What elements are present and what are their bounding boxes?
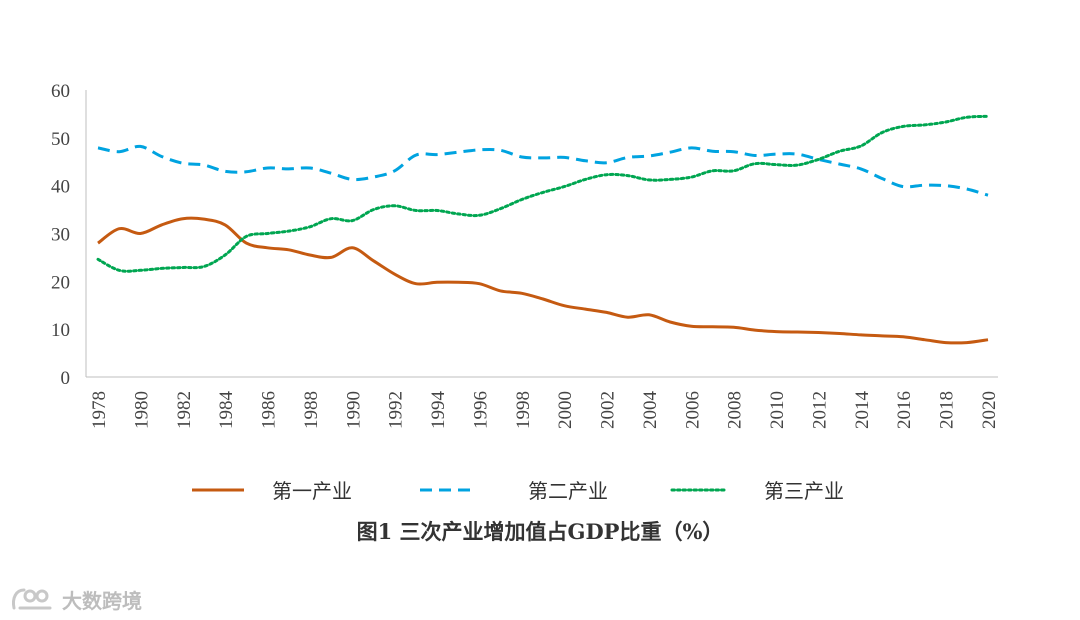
- x-tick-label: 1988: [301, 391, 322, 429]
- x-tick-label: 2008: [725, 391, 746, 429]
- legend: 第一产业 第二产业 第三产业: [192, 479, 844, 503]
- y-axis-ticks: 0 10 20 30 40 50 60: [51, 81, 70, 389]
- x-tick-label: 2006: [682, 391, 703, 429]
- y-tick-label: 60: [51, 81, 70, 102]
- x-tick-label: 1980: [131, 391, 152, 429]
- x-tick-label: 2004: [640, 391, 661, 430]
- x-tick-label: 1990: [343, 391, 364, 429]
- legend-label: 第二产业: [528, 479, 608, 503]
- series-line-3: [96, 114, 990, 273]
- series-line-2: [97, 144, 989, 197]
- legend-item-1: 第一产业: [192, 479, 352, 503]
- x-tick-label: 1996: [470, 391, 491, 429]
- watermark-logo-icon: [12, 588, 52, 610]
- x-tick-label: 2000: [555, 391, 576, 429]
- x-tick-label: 2020: [979, 391, 1000, 429]
- series-lines: [96, 114, 990, 345]
- y-tick-label: 0: [61, 368, 71, 389]
- x-tick-label: 1982: [174, 391, 195, 429]
- y-tick-label: 20: [51, 272, 70, 293]
- x-tick-label: 1986: [259, 391, 280, 429]
- x-tick-label: 1994: [428, 391, 449, 430]
- x-tick-label: 2012: [809, 391, 830, 429]
- y-tick-label: 30: [51, 225, 70, 246]
- x-tick-label: 2018: [937, 391, 958, 429]
- axes: [85, 90, 998, 378]
- x-tick-label: 2010: [767, 391, 788, 429]
- x-axis-ticks: 1978 1980 1982 1984 1986 1988 1990 1992 1994 1996…: [89, 391, 1000, 430]
- y-tick-label: 40: [51, 177, 70, 198]
- legend-item-3: 第三产业: [670, 479, 844, 503]
- x-tick-label: 1998: [513, 391, 534, 429]
- watermark-text: 大数跨境: [62, 588, 142, 613]
- x-tick-label: 1984: [216, 391, 237, 430]
- chart-title: 图1 三次产业增加值占GDP比重（%）: [356, 519, 724, 544]
- watermark: 大数跨境: [10, 584, 142, 614]
- x-tick-label: 2016: [894, 391, 915, 429]
- legend-label: 第一产业: [272, 479, 352, 503]
- x-tick-label: 2002: [598, 391, 619, 429]
- y-tick-label: 50: [51, 129, 70, 150]
- legend-item-2: 第二产业: [420, 479, 608, 503]
- x-tick-label: 1978: [89, 391, 110, 429]
- y-tick-label: 10: [51, 320, 70, 341]
- x-tick-label: 1992: [386, 391, 407, 429]
- legend-label: 第三产业: [764, 479, 844, 503]
- x-tick-label: 2014: [852, 391, 873, 430]
- series-line-1: [97, 216, 989, 345]
